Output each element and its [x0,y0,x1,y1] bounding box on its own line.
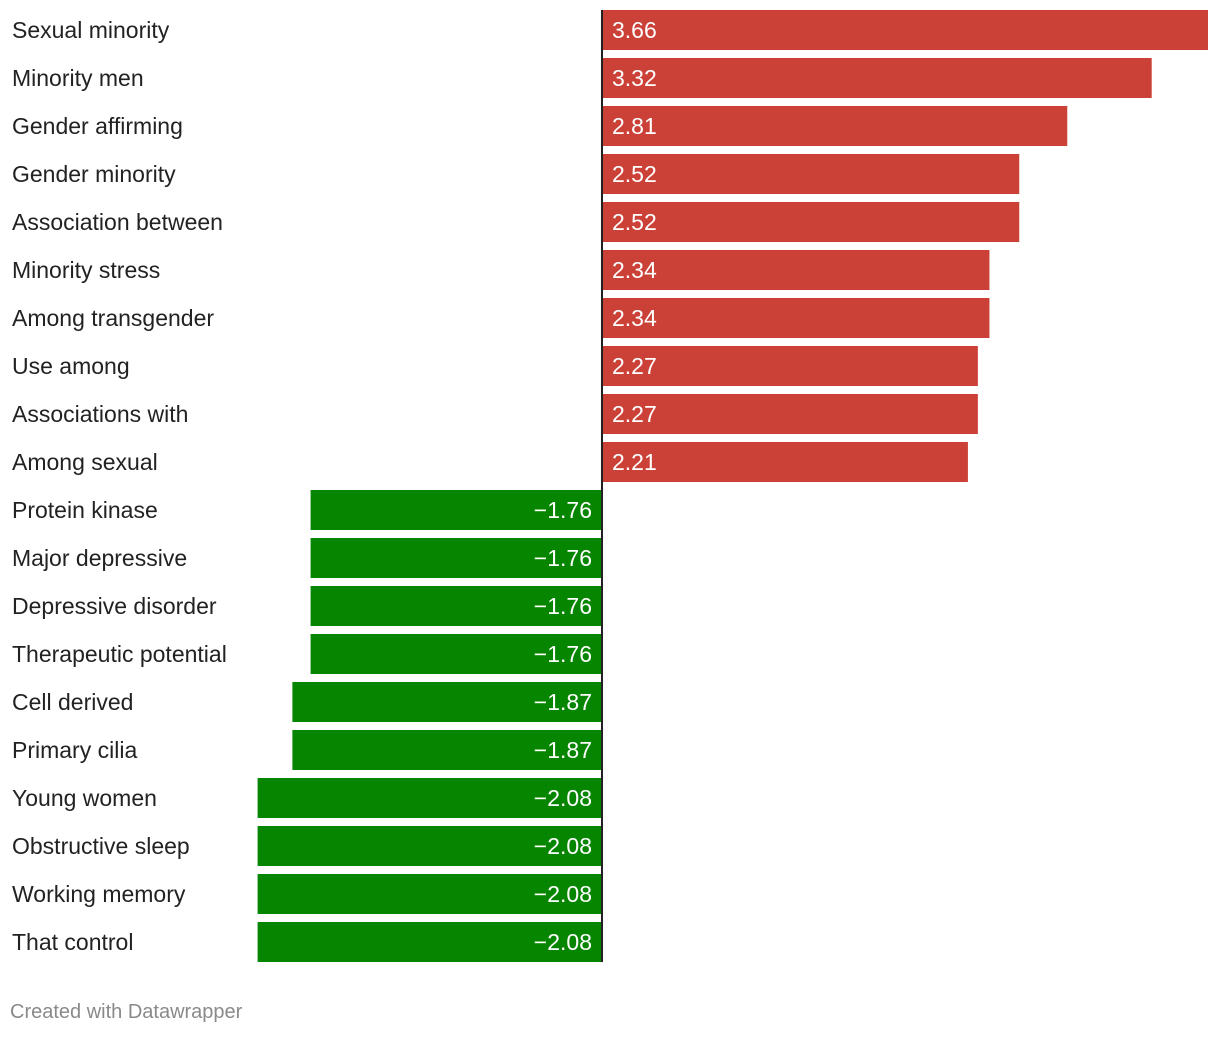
value-label: 2.52 [612,161,657,187]
category-label: Working memory [12,881,186,907]
category-label: Major depressive [12,545,187,571]
category-label: Use among [12,353,130,379]
bar [257,778,602,818]
bar [602,154,1020,194]
bar [602,298,990,338]
value-label: −2.08 [534,833,592,859]
bar [602,106,1068,146]
value-label: 2.81 [612,113,657,139]
category-label: Obstructive sleep [12,833,190,859]
value-label: 3.66 [612,17,657,43]
bar [310,586,602,626]
value-label: −1.76 [534,641,592,667]
bar [602,58,1152,98]
bar [292,682,602,722]
category-label: Association between [12,209,223,235]
value-label: 2.34 [612,257,657,283]
category-label: Minority stress [12,257,160,283]
value-label: 2.21 [612,449,657,475]
bar [292,730,602,770]
category-label: Sexual minority [12,17,170,43]
bar [310,538,602,578]
bar [257,874,602,914]
bar [602,346,978,386]
category-label: Depressive disorder [12,593,217,619]
value-label: −2.08 [534,881,592,907]
category-label: Primary cilia [12,737,137,763]
bar [602,442,968,482]
category-label: Gender affirming [12,113,183,139]
category-label: Associations with [12,401,188,427]
category-label: Among transgender [12,305,214,331]
value-label: 2.34 [612,305,657,331]
bar [257,826,602,866]
category-label: Among sexual [12,449,158,475]
value-label: −1.87 [534,689,592,715]
bar-chart: Sexual minority 3.66 Minority men 3.32 Gende… [12,10,1208,962]
bar [257,922,602,962]
value-label: 3.32 [612,65,657,91]
category-label: Young women [12,785,157,811]
bar [602,250,990,290]
bar [602,10,1208,50]
bar [602,202,1020,242]
value-label: 2.52 [612,209,657,235]
value-label: −1.76 [534,593,592,619]
value-label: 2.27 [612,401,657,427]
bar [310,490,602,530]
category-label: Cell derived [12,689,133,715]
value-label: −1.76 [534,497,592,523]
footer-credit: Created with Datawrapper [10,1001,243,1023]
category-label: That control [12,929,133,955]
bar [310,634,602,674]
value-label: −2.08 [534,929,592,955]
category-label: Minority men [12,65,144,91]
category-label: Gender minority [12,161,176,187]
category-label: Therapeutic potential [12,641,227,667]
value-label: −1.87 [534,737,592,763]
value-label: −1.76 [534,545,592,571]
bar [602,394,978,434]
value-label: −2.08 [534,785,592,811]
category-label: Protein kinase [12,497,158,523]
value-label: 2.27 [612,353,657,379]
